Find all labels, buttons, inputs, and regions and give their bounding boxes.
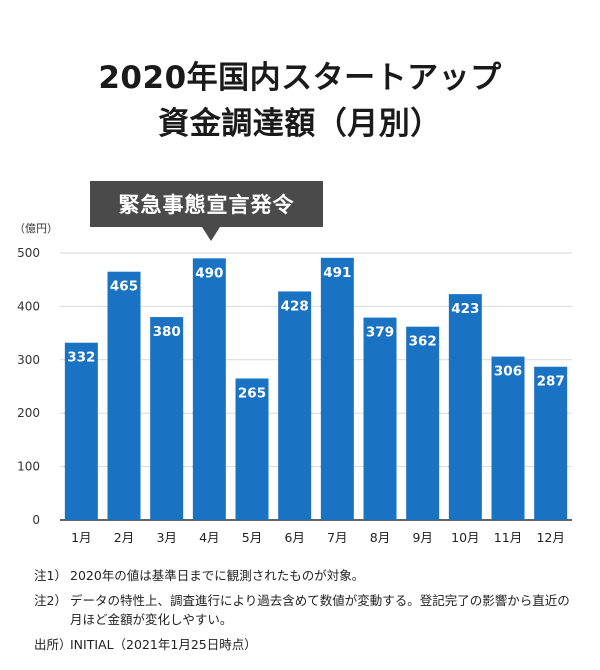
bar	[235, 378, 269, 520]
bar-value-label: 380	[153, 324, 181, 340]
x-tick-label: 4月	[199, 530, 219, 545]
x-tick-label: 8月	[370, 530, 390, 545]
y-tick-label: 400	[17, 299, 40, 313]
footnote-2-text: データの特性上、調査進行により過去含めて数値が変動する。登記完了の影響から直近の…	[70, 593, 570, 627]
chart-title-line-2: 資金調達額（月別）	[158, 106, 442, 142]
x-tick-label: 6月	[284, 530, 304, 545]
x-tick-label: 12月	[536, 530, 564, 545]
bar-value-label: 287	[537, 374, 565, 390]
footnote-2: 注2） データの特性上、調査進行により過去含めて数値が変動する。登記完了の影響か…	[34, 591, 570, 629]
bar-value-label: 465	[110, 279, 138, 295]
bar-value-label: 332	[67, 350, 95, 366]
bar	[192, 258, 226, 520]
bar-value-label: 379	[366, 325, 394, 341]
footnote-2-tag: 注2）	[34, 593, 67, 608]
y-tick-label: 300	[17, 353, 40, 367]
bar	[107, 271, 141, 520]
x-tick-label: 5月	[242, 530, 262, 545]
callout-pointer-arrow	[202, 227, 220, 241]
bar	[150, 317, 184, 520]
x-tick-label: 11月	[494, 530, 522, 545]
bar-value-label: 491	[323, 265, 351, 281]
bar	[363, 317, 397, 520]
bar-value-label: 428	[281, 298, 309, 314]
bar-value-label: 265	[238, 385, 266, 401]
bar	[448, 294, 482, 520]
bar	[64, 342, 98, 520]
bar	[534, 366, 568, 520]
bar	[278, 291, 312, 520]
y-axis-unit-label: （億円）	[14, 222, 58, 235]
bar	[406, 326, 440, 520]
emergency-declaration-callout: 緊急事態宣言発令	[90, 181, 323, 227]
y-tick-label: 500	[17, 246, 40, 260]
bar	[491, 356, 525, 520]
footnote-1-text: 2020年の値は基準日までに観測されたものが対象。	[70, 568, 365, 583]
y-tick-label: 0	[32, 513, 40, 527]
bar-value-label: 362	[409, 334, 437, 350]
y-tick-label: 100	[17, 460, 40, 474]
y-tick-label: 200	[17, 406, 40, 420]
chart-title-line-1: 2020年国内スタートアップ	[98, 60, 502, 96]
bar-value-label: 423	[451, 301, 479, 317]
x-tick-label: 3月	[156, 530, 176, 545]
source-text: INITIAL（2021年1月25日時点）	[70, 637, 257, 652]
source-tag: 出所）	[34, 637, 72, 652]
bar	[320, 257, 354, 520]
x-tick-label: 1月	[71, 530, 91, 545]
bar-value-label: 306	[494, 364, 522, 380]
footnote-1-tag: 注1）	[34, 568, 67, 583]
x-tick-label: 10月	[451, 530, 479, 545]
x-tick-label: 7月	[327, 530, 347, 545]
x-tick-label: 2月	[114, 530, 134, 545]
source-note: 出所） INITIAL（2021年1月25日時点）	[34, 635, 570, 654]
footnotes: 注1） 2020年の値は基準日までに観測されたものが対象。 注2） データの特性…	[34, 566, 570, 654]
footnote-1: 注1） 2020年の値は基準日までに観測されたものが対象。	[34, 566, 570, 585]
bar-value-label: 490	[195, 265, 223, 281]
x-tick-label: 9月	[412, 530, 432, 545]
bar-chart: （億円） 0 100 200 300 400 500 332 1月 465 2月 380 3月 490 4月…	[14, 222, 572, 545]
